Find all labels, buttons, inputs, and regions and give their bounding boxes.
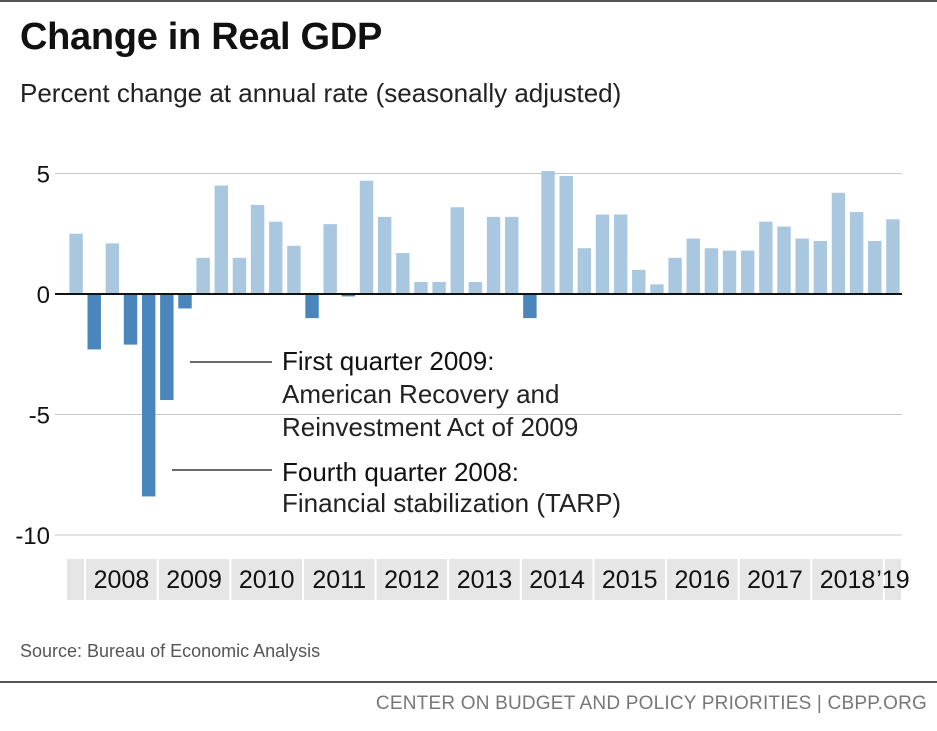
top-rule [0, 0, 937, 2]
bar [668, 257, 682, 294]
annotation-heading: Fourth quarter 2008: [282, 457, 519, 487]
bar [759, 221, 773, 294]
bar [468, 281, 483, 294]
bar [160, 294, 174, 401]
bar [287, 245, 301, 294]
bar [341, 294, 356, 297]
bar [196, 257, 210, 294]
source-note: Source: Bureau of Economic Analysis [20, 641, 321, 661]
bar [432, 281, 446, 294]
y-tick-label: -5 [29, 403, 50, 430]
annotations: First quarter 2009:American Recovery and… [172, 346, 621, 518]
chart-subtitle: Percent change at annual rate (seasonall… [20, 78, 622, 108]
year-band [231, 559, 302, 600]
bar [632, 269, 646, 294]
bar [886, 219, 900, 294]
bar [450, 207, 464, 294]
gdp-bar-chart: 5 0 -5 -10 2008 2009 2010 2011 2012 2013 2014 2015… [15, 162, 910, 600]
bar [868, 240, 882, 294]
bar [740, 250, 755, 294]
footer-credit: CENTER ON BUDGET AND POLICY PRIORITIES |… [375, 693, 927, 714]
year-band [667, 559, 738, 600]
gridlines [55, 173, 902, 536]
bar [87, 294, 101, 350]
chart-title: Change in Real GDP [20, 16, 383, 58]
bar [69, 233, 83, 294]
bar [269, 221, 283, 294]
x-tick-label: 2013 [457, 566, 513, 594]
bar [541, 171, 555, 294]
y-axis-ticks: 5 0 -5 -10 [15, 162, 50, 551]
year-band [303, 559, 375, 600]
annotation-text: Reinvestment Act of 2009 [282, 412, 578, 442]
year-band [158, 559, 230, 600]
bars [69, 171, 900, 497]
bar [849, 212, 864, 294]
x-tick-label: 2009 [166, 566, 222, 594]
bar [305, 294, 319, 319]
year-band [376, 559, 448, 600]
bar [232, 257, 247, 294]
x-axis-year-labels: 2008 2009 2010 2011 2012 2013 2014 2015 2016 2017… [94, 566, 910, 594]
x-tick-label: 2008 [94, 566, 150, 594]
bar [359, 180, 374, 294]
x-tick-label: 2011 [312, 566, 366, 594]
y-tick-label: 5 [37, 162, 50, 189]
bar [523, 294, 537, 319]
bar [141, 294, 156, 497]
x-tick-label: ’19 [876, 566, 909, 594]
annotation-text: Financial stabilization (TARP) [282, 488, 621, 518]
year-band [739, 559, 811, 600]
x-tick-label: 2017 [747, 566, 803, 594]
bar [178, 294, 192, 309]
bottom-rule [0, 681, 937, 683]
bar [704, 248, 719, 294]
year-band [449, 559, 520, 600]
year-band [67, 559, 85, 600]
bar [559, 175, 573, 294]
bar [214, 185, 229, 294]
bar [414, 281, 428, 294]
x-tick-label: 2015 [602, 566, 658, 594]
bar [105, 243, 120, 294]
y-tick-label: 0 [37, 282, 50, 309]
bar [577, 248, 592, 294]
bar [813, 240, 828, 294]
year-band [86, 559, 157, 600]
year-bands [67, 559, 901, 600]
bar [123, 294, 138, 345]
x-tick-label: 2012 [384, 566, 440, 594]
annotation-text: American Recovery and [282, 379, 559, 409]
bar [377, 216, 392, 294]
bar [686, 238, 700, 294]
bar [795, 238, 809, 294]
bar [396, 253, 410, 294]
x-tick-label: 2018 [820, 566, 876, 594]
bar [722, 250, 737, 294]
bar [595, 214, 610, 294]
bar [250, 204, 265, 294]
bar [323, 224, 337, 294]
x-tick-label: 2014 [529, 566, 585, 594]
bar [486, 216, 501, 294]
year-band [812, 559, 883, 600]
year-band [884, 559, 901, 600]
year-band [521, 559, 593, 600]
x-tick-label: 2016 [675, 566, 731, 594]
bar [613, 214, 628, 294]
bar [831, 192, 846, 294]
bar [505, 216, 519, 294]
bar [650, 284, 664, 294]
x-tick-label: 2010 [239, 566, 295, 594]
y-tick-label: -10 [15, 523, 50, 550]
annotation-heading: First quarter 2009: [282, 346, 494, 376]
year-band [594, 559, 666, 600]
bar [777, 226, 791, 294]
